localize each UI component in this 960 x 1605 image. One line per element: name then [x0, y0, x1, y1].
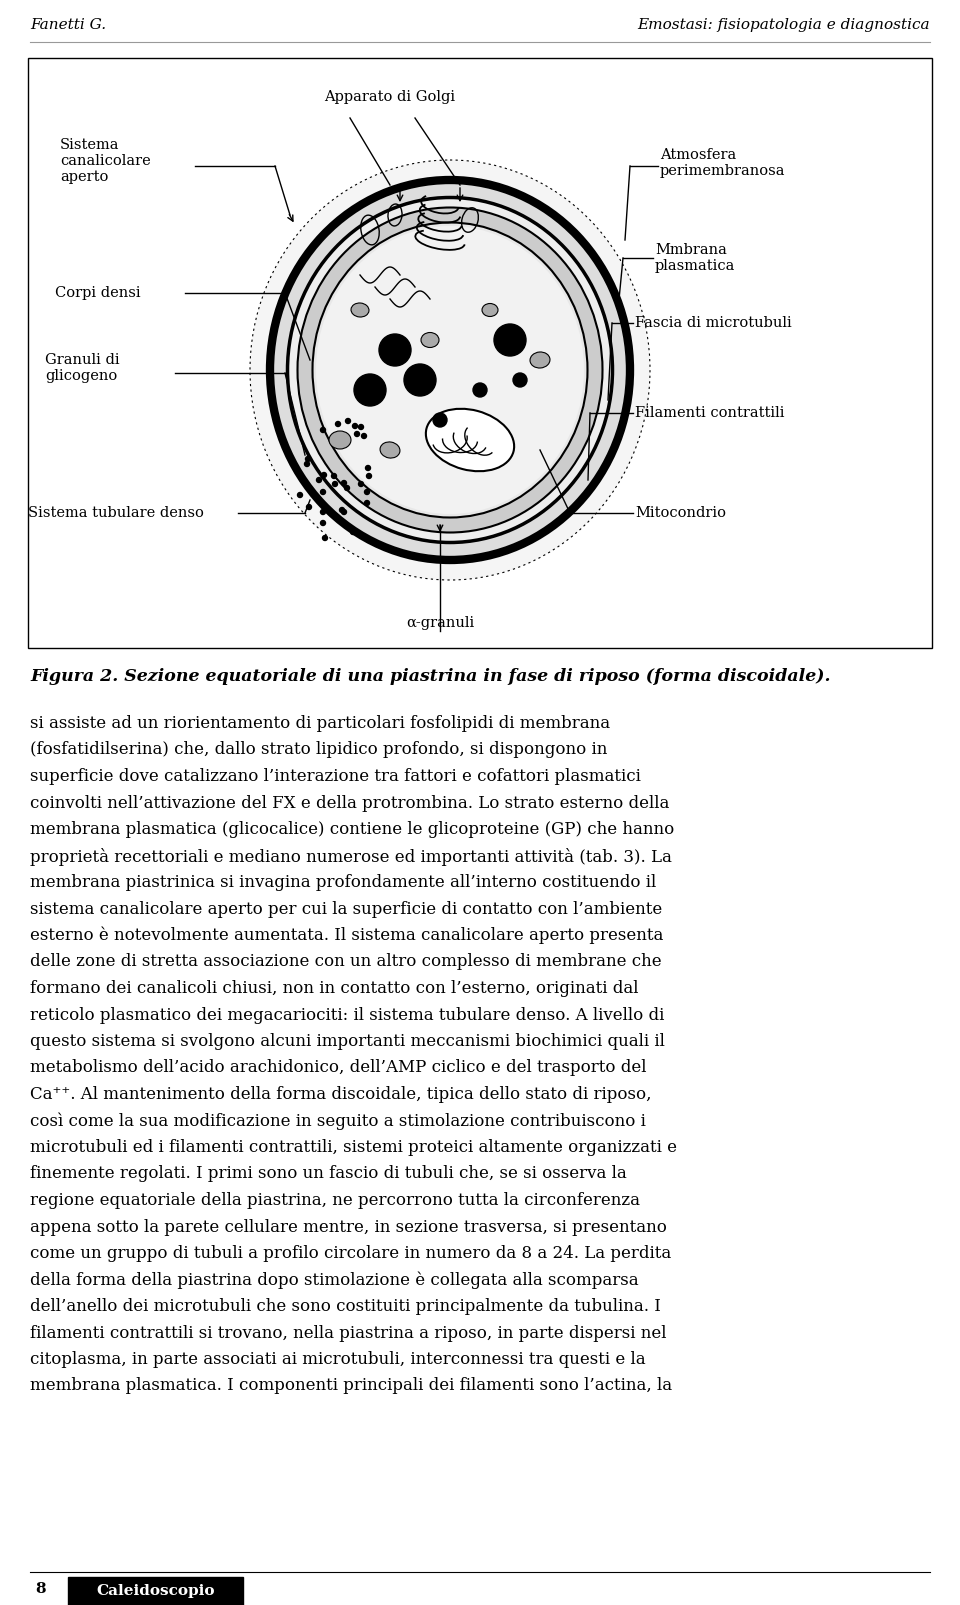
Circle shape — [473, 384, 487, 396]
Circle shape — [342, 509, 347, 515]
Circle shape — [321, 509, 325, 515]
Text: (fosfatidilserina) che, dallo strato lipidico profondo, si dispongono in: (fosfatidilserina) che, dallo strato lip… — [30, 742, 608, 759]
Circle shape — [350, 530, 355, 534]
Text: esterno è notevolmente aumentata. Il sistema canalicolare aperto presenta: esterno è notevolmente aumentata. Il sis… — [30, 928, 663, 944]
Ellipse shape — [287, 197, 612, 542]
Text: citoplasma, in parte associati ai microtubuli, interconnessi tra questi e la: citoplasma, in parte associati ai microt… — [30, 1351, 646, 1367]
Text: membrana piastrinica si invagina profondamente all’interno costituendo il: membrana piastrinica si invagina profond… — [30, 875, 657, 891]
Text: delle zone di stretta associazione con un altro complesso di membrane che: delle zone di stretta associazione con u… — [30, 953, 661, 971]
Text: membrana plasmatica. I componenti principali dei filamenti sono l’actina, la: membrana plasmatica. I componenti princi… — [30, 1377, 672, 1395]
Circle shape — [321, 490, 325, 494]
Text: metabolismo dell’acido arachidonico, dell’AMP ciclico e del trasporto del: metabolismo dell’acido arachidonico, del… — [30, 1059, 646, 1077]
Text: formano dei canalicoli chiusi, non in contatto con l’esterno, originati dal: formano dei canalicoli chiusi, non in co… — [30, 981, 638, 997]
Circle shape — [354, 374, 386, 406]
Circle shape — [335, 422, 341, 427]
Circle shape — [365, 501, 370, 506]
Circle shape — [323, 536, 327, 541]
Circle shape — [321, 520, 325, 525]
Text: Ca⁺⁺. Al mantenimento della forma discoidale, tipica dello stato di riposo,: Ca⁺⁺. Al mantenimento della forma discoi… — [30, 1087, 652, 1103]
Circle shape — [362, 433, 367, 438]
Ellipse shape — [482, 303, 498, 316]
Ellipse shape — [421, 332, 439, 348]
Text: Fanetti G.: Fanetti G. — [30, 18, 107, 32]
Text: Atmosfera
perimembranosa: Atmosfera perimembranosa — [660, 148, 785, 178]
Circle shape — [358, 424, 364, 430]
Ellipse shape — [250, 160, 650, 579]
Circle shape — [352, 424, 357, 429]
Ellipse shape — [426, 409, 515, 472]
Text: appena sotto la parete cellulare mentre, in sezione trasversa, si presentano: appena sotto la parete cellulare mentre,… — [30, 1218, 667, 1236]
Circle shape — [321, 427, 325, 432]
Text: finemente regolati. I primi sono un fascio di tubuli che, se si osserva la: finemente regolati. I primi sono un fasc… — [30, 1165, 627, 1183]
Text: reticolo plasmatico dei megacariociti: il sistema tubulare denso. A livello di: reticolo plasmatico dei megacariociti: i… — [30, 1006, 664, 1024]
Ellipse shape — [270, 180, 630, 560]
Text: Sistema tubulare denso: Sistema tubulare denso — [28, 506, 204, 520]
Bar — [68, 1578, 243, 1605]
Text: Sistema
canalicolare
aperto: Sistema canalicolare aperto — [60, 138, 151, 185]
Circle shape — [298, 493, 302, 498]
Circle shape — [367, 473, 372, 478]
Text: Emostasi: fisiopatologia e diagnostica: Emostasi: fisiopatologia e diagnostica — [637, 18, 930, 32]
Circle shape — [404, 364, 436, 396]
Text: Granuli di
glicogeno: Granuli di glicogeno — [45, 353, 120, 384]
Circle shape — [513, 372, 527, 387]
Text: sistema canalicolare aperto per cui la superficie di contatto con l’ambiente: sistema canalicolare aperto per cui la s… — [30, 900, 662, 918]
Text: come un gruppo di tubuli a profilo circolare in numero da 8 a 24. La perdita: come un gruppo di tubuli a profilo circo… — [30, 1245, 671, 1262]
Circle shape — [342, 480, 347, 485]
Text: Filamenti contrattili: Filamenti contrattili — [635, 406, 784, 421]
Text: superficie dove catalizzano l’interazione tra fattori e cofattori plasmatici: superficie dove catalizzano l’interazion… — [30, 769, 641, 785]
Text: della forma della piastrina dopo stimolazione è collegata alla scomparsa: della forma della piastrina dopo stimola… — [30, 1271, 638, 1289]
Circle shape — [332, 482, 338, 486]
Text: Figura 2. Sezione equatoriale di una piastrina in fase di riposo (forma discoida: Figura 2. Sezione equatoriale di una pia… — [30, 668, 830, 685]
Text: si assiste ad un riorientamento di particolari fosfolipidi di membrana: si assiste ad un riorientamento di parti… — [30, 714, 611, 732]
Circle shape — [379, 334, 411, 366]
Ellipse shape — [298, 207, 603, 533]
Circle shape — [365, 490, 370, 494]
Circle shape — [345, 485, 349, 491]
Text: membrana plasmatica (glicocalice) contiene le glicoproteine (GP) che hanno: membrana plasmatica (glicocalice) contie… — [30, 822, 674, 838]
Text: proprietà recettoriali e mediano numerose ed importanti attività (tab. 3). La: proprietà recettoriali e mediano numeros… — [30, 847, 672, 865]
Text: Corpi densi: Corpi densi — [55, 286, 140, 300]
Text: Fascia di microtubuli: Fascia di microtubuli — [635, 316, 792, 331]
Text: microtubuli ed i filamenti contrattili, sistemi proteici altamente organizzati e: microtubuli ed i filamenti contrattili, … — [30, 1140, 677, 1156]
Text: Caleidoscopio: Caleidoscopio — [96, 1584, 215, 1599]
Text: 8: 8 — [35, 1583, 46, 1595]
Circle shape — [366, 465, 371, 470]
Circle shape — [494, 324, 526, 356]
Ellipse shape — [351, 303, 369, 318]
Circle shape — [346, 419, 350, 424]
Circle shape — [304, 462, 309, 467]
Circle shape — [306, 504, 311, 509]
Ellipse shape — [380, 441, 400, 457]
Circle shape — [433, 412, 447, 427]
Circle shape — [328, 510, 333, 515]
Text: così come la sua modificazione in seguito a stimolazione contribuiscono i: così come la sua modificazione in seguit… — [30, 1112, 646, 1130]
Text: filamenti contrattili si trovano, nella piastrina a riposo, in parte dispersi ne: filamenti contrattili si trovano, nella … — [30, 1324, 666, 1342]
Text: regione equatoriale della piastrina, ne percorrono tutta la circonferenza: regione equatoriale della piastrina, ne … — [30, 1193, 640, 1209]
Circle shape — [305, 456, 310, 462]
Circle shape — [340, 507, 345, 512]
Ellipse shape — [313, 223, 588, 517]
Text: Mitocondrio: Mitocondrio — [635, 506, 726, 520]
Text: α-granuli: α-granuli — [406, 616, 474, 631]
Text: questo sistema si svolgono alcuni importanti meccanismi biochimici quali il: questo sistema si svolgono alcuni import… — [30, 1034, 665, 1050]
Circle shape — [322, 472, 326, 478]
Text: coinvolti nell’attivazione del FX e della protrombina. Lo strato esterno della: coinvolti nell’attivazione del FX e dell… — [30, 794, 669, 812]
Circle shape — [354, 432, 359, 437]
Circle shape — [317, 478, 322, 483]
Text: dell’anello dei microtubuli che sono costituiti principalmente da tubulina. I: dell’anello dei microtubuli che sono cos… — [30, 1298, 660, 1314]
Text: Apparato di Golgi: Apparato di Golgi — [324, 90, 456, 104]
Bar — [28, 58, 932, 648]
Ellipse shape — [329, 432, 351, 449]
Ellipse shape — [530, 351, 550, 368]
Text: Mmbrana
plasmatica: Mmbrana plasmatica — [655, 242, 735, 273]
Circle shape — [358, 482, 364, 486]
Circle shape — [331, 473, 337, 478]
Ellipse shape — [316, 226, 584, 514]
